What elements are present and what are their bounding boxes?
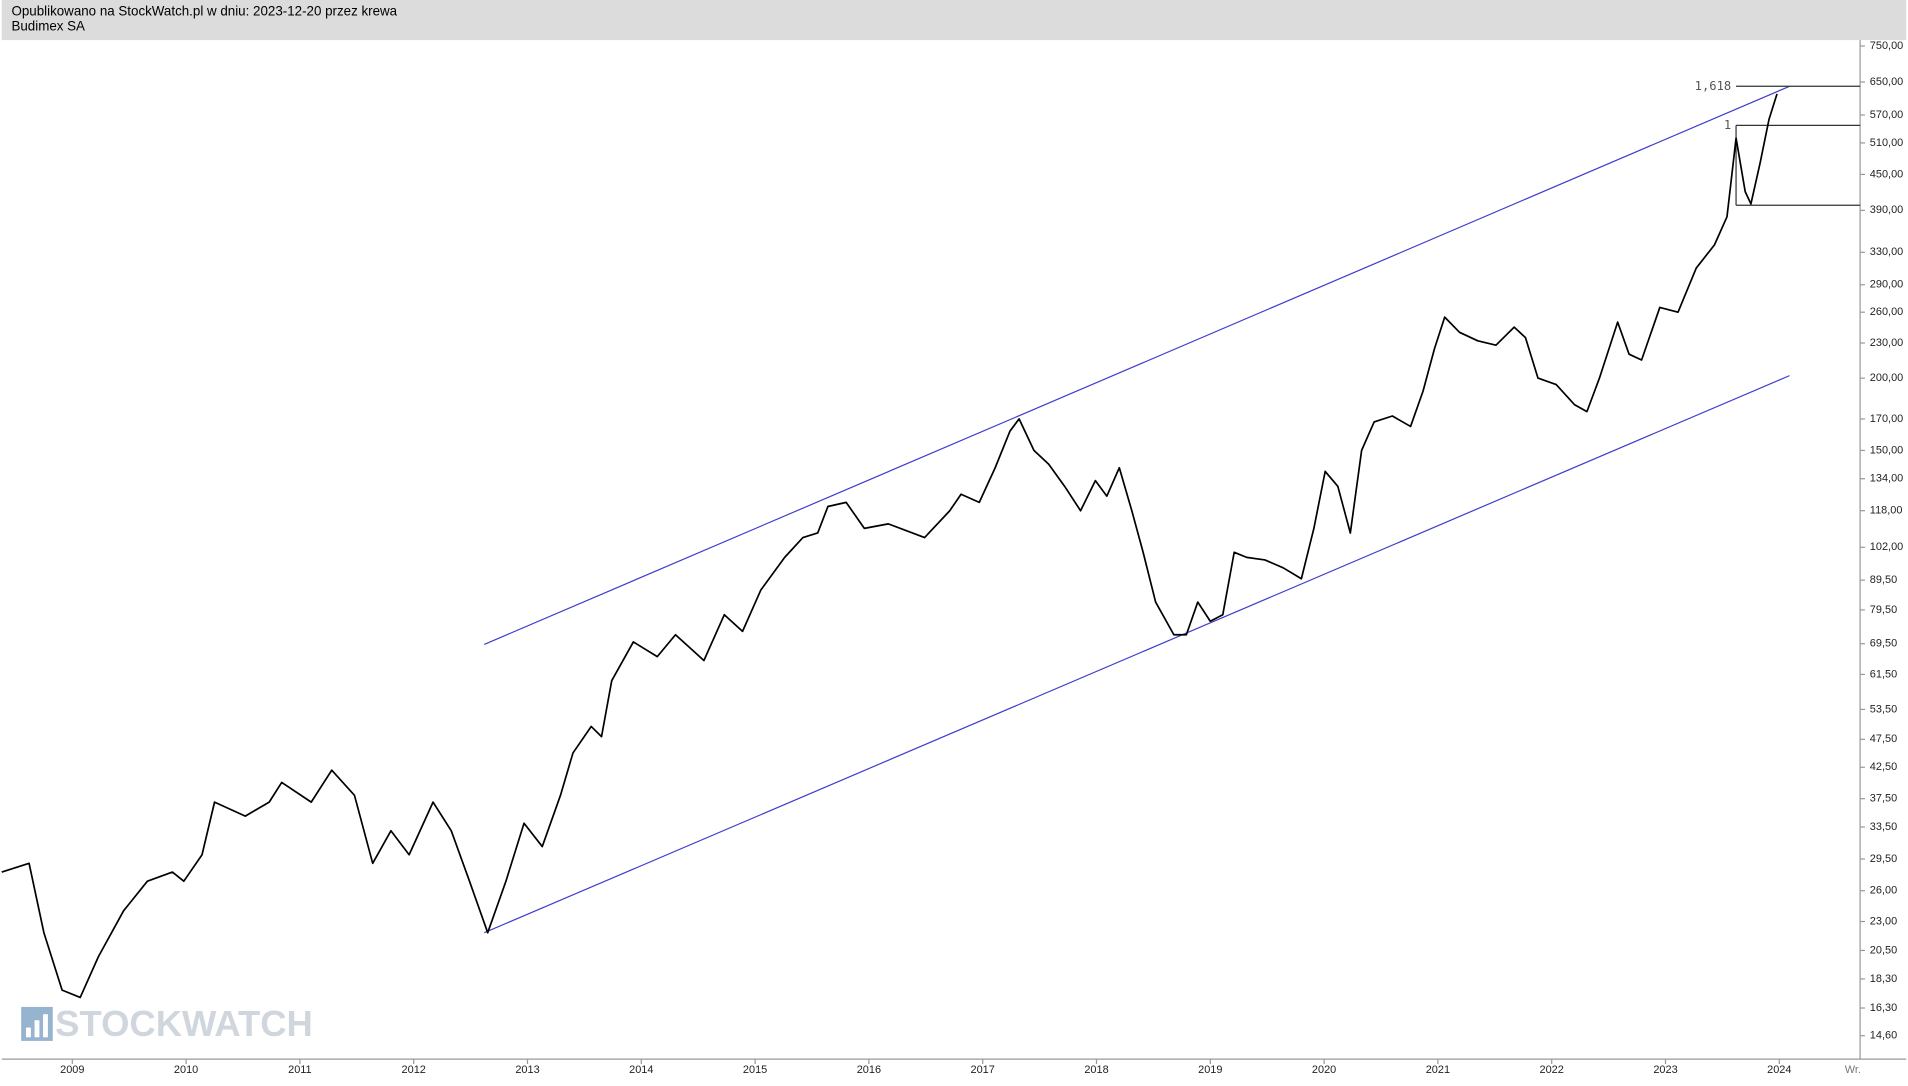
y-tick-label: 37,50 (1870, 793, 1897, 805)
y-tick-label: 18,30 (1870, 973, 1897, 985)
x-tick-label: 2013 (515, 1064, 539, 1076)
x-tick-label: 2014 (629, 1064, 653, 1076)
y-tick-label: 29,50 (1870, 853, 1897, 865)
x-tick-label: 2012 (402, 1064, 426, 1076)
y-tick-label: 570,00 (1870, 109, 1903, 121)
y-tick-label: 69,50 (1870, 638, 1897, 650)
y-tick-label: 53,50 (1870, 703, 1897, 715)
x-tick-label: 2024 (1767, 1064, 1791, 1076)
watermark-logo (21, 1006, 53, 1041)
y-tick-label: 79,50 (1870, 604, 1897, 616)
x-tick-label: 2019 (1198, 1064, 1222, 1076)
x-tick-label: 2017 (971, 1064, 995, 1076)
x-tick-label: 2011 (288, 1064, 312, 1076)
x-tick-label: 2009 (60, 1064, 84, 1076)
y-tick-label: 33,50 (1870, 821, 1897, 833)
y-tick-label: 650,00 (1870, 76, 1903, 88)
y-tick-label: 118,00 (1870, 505, 1903, 517)
header-bar (1, 0, 1907, 41)
x-tick-label: 2021 (1426, 1064, 1450, 1076)
y-tick-label: 510,00 (1870, 137, 1903, 149)
y-tick-label: 61,50 (1870, 668, 1897, 680)
fib-level-label: 1,618 (1695, 79, 1732, 93)
y-tick-label: 450,00 (1870, 168, 1903, 180)
y-tick-label: 330,00 (1870, 246, 1903, 258)
y-tick-label: 89,50 (1870, 574, 1897, 586)
y-tick-label: 150,00 (1870, 444, 1903, 456)
y-tick-label: 390,00 (1870, 204, 1903, 216)
y-tick-label: 42,50 (1870, 761, 1897, 773)
y-tick-label: 170,00 (1870, 413, 1903, 425)
y-tick-label: 134,00 (1870, 473, 1903, 485)
header-line: Budimex SA (11, 18, 85, 33)
x-tick-label: 2022 (1540, 1064, 1564, 1076)
y-tick-label: 23,00 (1870, 915, 1897, 927)
trend-channel-line (484, 375, 1790, 934)
y-tick-label: 20,50 (1870, 944, 1897, 956)
y-tick-label: 26,00 (1870, 885, 1897, 897)
header-line: Opublikowano na StockWatch.pl w dniu: 20… (11, 4, 397, 19)
x-tick-label: 2020 (1312, 1064, 1336, 1076)
x-tick-label: 2016 (857, 1064, 881, 1076)
y-tick-label: 102,00 (1870, 541, 1903, 553)
y-tick-label: 14,60 (1870, 1030, 1897, 1042)
y-tick-label: 47,50 (1870, 733, 1897, 745)
y-tick-label: 200,00 (1870, 372, 1903, 384)
price-line (1, 93, 1778, 999)
fib-level-label: 1 (1724, 118, 1731, 132)
y-tick-label: 16,30 (1870, 1002, 1897, 1014)
x-tick-label: 2018 (1084, 1064, 1108, 1076)
x-axis-end-label: Wr. (1845, 1064, 1861, 1076)
y-tick-label: 750,00 (1870, 40, 1903, 52)
trend-channel-line (484, 85, 1790, 645)
y-tick-label: 290,00 (1870, 279, 1903, 291)
y-tick-label: 230,00 (1870, 337, 1903, 349)
y-tick-label: 260,00 (1870, 306, 1903, 318)
watermark: STOCKWATCH (55, 1003, 313, 1044)
x-tick-label: 2023 (1653, 1064, 1677, 1076)
x-tick-label: 2015 (743, 1064, 767, 1076)
x-tick-label: 2010 (174, 1064, 198, 1076)
